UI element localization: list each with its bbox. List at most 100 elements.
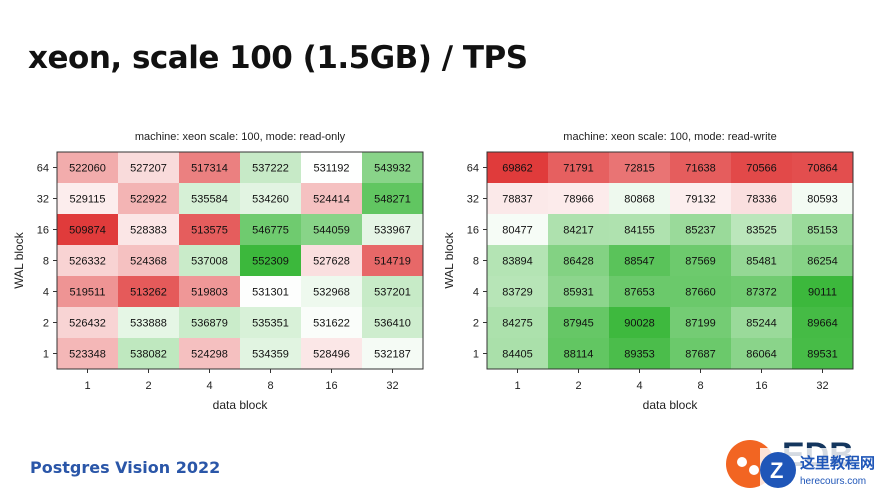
cell-value-label: 526432 [69,318,106,330]
y-tick-label: 4 [43,287,49,299]
cell-value-label: 85931 [563,287,594,299]
y-tick-label: 32 [37,194,49,206]
heatmap-cell [301,152,362,183]
cell-value-label: 537201 [374,287,411,299]
cell-value-label: 529115 [70,194,106,206]
heatmap-cell [179,245,240,276]
cell-value-label: 78837 [502,194,533,206]
cell-value-label: 85481 [746,256,777,268]
cell-value-label: 84275 [502,318,533,330]
cell-value-label: 84155 [624,225,655,237]
slide-title: xeon, scale 100 (1.5GB) / TPS [28,40,528,76]
heatmap-read-write: machine: xeon scale: 100, mode: read-wri… [445,131,854,412]
cell-value-label: 536410 [374,318,411,330]
heatmap-cell [57,152,118,183]
cell-value-label: 535584 [191,194,228,206]
watermark-cn: 这里教程网 [800,454,875,472]
heatmap-cell [670,338,731,369]
y-tick-label: 2 [473,318,479,330]
heatmap-cell [731,152,792,183]
heatmap-cell [487,214,548,245]
cell-value-label: 531192 [314,163,350,175]
heatmap-cell [301,214,362,245]
cell-value-label: 534359 [252,349,289,361]
cell-value-label: 528383 [130,225,167,237]
heatmap-cell [57,183,118,214]
x-axis-label: data block [643,398,699,412]
heatmap-cell [362,183,423,214]
cell-value-label: 85153 [807,225,838,237]
cell-value-label: 84217 [563,225,594,237]
cell-value-label: 87569 [685,256,716,268]
cell-value-label: 522060 [69,163,106,175]
cell-value-label: 87945 [563,318,594,330]
cell-value-label: 78336 [746,194,777,206]
x-tick-label: 32 [816,380,828,392]
cell-value-label: 83525 [746,225,777,237]
cell-value-label: 532187 [374,349,411,361]
cell-value-label: 526332 [69,256,106,268]
heatmap-cell [240,152,301,183]
x-tick-label: 2 [575,380,581,392]
y-tick-label: 16 [467,225,479,237]
heatmap-cell [57,276,118,307]
heatmap-cell [179,152,240,183]
cell-value-label: 509874 [69,225,106,237]
y-tick-label: 8 [473,256,479,268]
cell-value-label: 519511 [70,287,106,299]
chart-title: machine: xeon scale: 100, mode: read-wri… [563,131,776,143]
y-tick-label: 1 [473,349,479,361]
heatmap-cell [57,307,118,338]
heatmap-cell [670,307,731,338]
heatmap-cell [609,152,670,183]
heatmap-cell [792,245,853,276]
footer-text: Postgres Vision 2022 [30,458,221,477]
heatmap-cell [609,245,670,276]
heatmap-cell [731,276,792,307]
cell-value-label: 523348 [69,349,106,361]
heatmap-cell [731,338,792,369]
heatmap-cell [118,152,179,183]
cell-value-label: 72815 [624,163,655,175]
cell-value-label: 543932 [374,163,411,175]
cell-value-label: 78966 [563,194,594,206]
cell-value-label: 532968 [313,287,350,299]
cell-value-label: 534260 [252,194,289,206]
heatmap-cell [240,245,301,276]
heatmap-cell [301,245,362,276]
cell-value-label: 513262 [130,287,167,299]
cell-value-label: 537008 [191,256,228,268]
x-tick-label: 8 [267,380,273,392]
heatmap-cell [548,183,609,214]
heatmap-cell [670,214,731,245]
cell-value-label: 536879 [191,318,228,330]
cell-value-label: 79132 [685,194,716,206]
heatmap-cell [179,338,240,369]
cell-value-label: 87372 [746,287,777,299]
cell-value-label: 533888 [130,318,167,330]
cell-value-label: 538082 [130,349,167,361]
x-tick-label: 4 [636,380,642,392]
heatmap-cell [118,276,179,307]
heatmap-cell [670,152,731,183]
heatmap-cell [118,183,179,214]
heatmap-cell [487,183,548,214]
heatmap-cell [609,214,670,245]
heatmap-cell [548,152,609,183]
cell-value-label: 83894 [502,256,533,268]
y-tick-label: 8 [43,256,49,268]
y-tick-label: 64 [37,163,49,175]
heatmap-cell [548,245,609,276]
cell-value-label: 528496 [313,349,350,361]
y-tick-label: 16 [37,225,49,237]
cell-value-label: 80868 [624,194,655,206]
cell-value-label: 524368 [130,256,167,268]
cell-value-label: 83729 [502,287,533,299]
cell-value-label: 86254 [807,256,838,268]
heatmap-cell [301,183,362,214]
x-tick-label: 16 [325,380,337,392]
heatmap-cell [487,307,548,338]
cell-value-label: 537222 [252,163,289,175]
cell-value-label: 90028 [624,318,655,330]
heatmap-cell [487,276,548,307]
